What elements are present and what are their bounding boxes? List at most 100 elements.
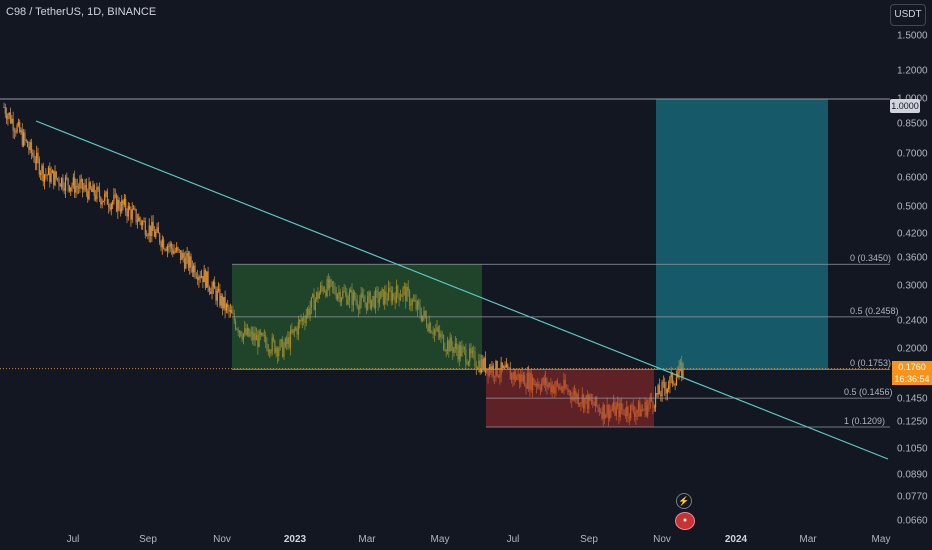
candle-body: [376, 290, 378, 292]
candle-body: [463, 347, 466, 350]
candle-body: [166, 246, 169, 251]
candle-body: [219, 289, 221, 306]
target-zone[interactable]: [656, 99, 828, 370]
lightning-icon[interactable]: ⚡: [676, 493, 692, 509]
candle-body: [357, 306, 360, 310]
candle-body: [435, 329, 437, 331]
candle-body: [412, 299, 415, 301]
candle-body: [320, 285, 322, 293]
candle-body: [296, 328, 298, 335]
candle-body: [177, 247, 179, 250]
candle-body: [225, 304, 228, 311]
symbol-title[interactable]: C98 / TetherUS, 1D, BINANCE: [6, 6, 157, 18]
candle-body: [347, 300, 349, 305]
candle-body: [433, 329, 436, 335]
time-tick: May: [871, 534, 891, 545]
candle-body: [216, 290, 218, 301]
time-tick: Sep: [580, 534, 598, 545]
candle-body: [457, 349, 459, 360]
candle-body: [11, 118, 13, 123]
candle-body: [343, 290, 345, 292]
candle-body: [189, 256, 191, 268]
trendline[interactable]: [35, 120, 889, 460]
candle-body: [507, 364, 509, 368]
candle-body: [301, 318, 303, 322]
candle-body: [168, 246, 170, 247]
candle-body: [292, 329, 294, 333]
candle-body: [111, 201, 114, 204]
candle-body: [122, 200, 124, 205]
candle-body: [425, 316, 428, 327]
candle-body: [197, 277, 199, 281]
candle-body: [143, 221, 145, 222]
candle-body: [151, 221, 153, 237]
candle-body: [134, 208, 136, 210]
candle-body: [64, 177, 67, 191]
price-tick: 0.2000: [897, 343, 928, 355]
candle-body: [310, 297, 313, 308]
candle-body: [321, 285, 323, 288]
candle-body: [424, 310, 426, 317]
candle-body: [355, 299, 357, 301]
candle-body: [325, 290, 327, 296]
candle-body: [306, 308, 309, 316]
candle-body: [101, 201, 103, 205]
candle-body: [72, 177, 74, 186]
candle-body: [346, 292, 348, 305]
candle-body: [262, 333, 264, 336]
candle-body: [215, 288, 217, 301]
candle-body: [33, 155, 35, 162]
candle-body: [200, 275, 203, 278]
candle-body: [285, 338, 288, 344]
price-tick: 0.0660: [897, 515, 928, 527]
price-tick: 0.3600: [897, 252, 928, 264]
candle-body: [454, 343, 456, 348]
candle-body: [411, 299, 413, 306]
candle-body: [30, 142, 33, 153]
candle-body: [170, 243, 173, 249]
candle-body: [666, 388, 668, 394]
candle-body: [661, 382, 663, 396]
candle-body: [249, 333, 251, 337]
candle-body: [186, 253, 188, 257]
candle-body: [278, 349, 280, 357]
candle-body: [109, 207, 111, 210]
candle-body: [47, 167, 50, 176]
candle-body: [37, 152, 39, 159]
candle-body: [508, 367, 510, 369]
candle-body: [368, 292, 370, 297]
candle-body: [466, 364, 468, 365]
fib-level-label: 0.5 (0.1456): [844, 387, 893, 398]
candle-body: [106, 191, 108, 205]
candle-body: [312, 294, 314, 298]
candle-body: [87, 191, 89, 200]
candle-body: [204, 269, 207, 288]
candle-body: [62, 177, 64, 189]
candle-body: [181, 252, 183, 260]
candle-body: [415, 300, 417, 310]
candle-body: [89, 182, 91, 189]
candle-body: [135, 209, 137, 223]
candle-body: [501, 362, 504, 369]
candle-body: [442, 335, 445, 350]
candle-body: [42, 165, 44, 182]
candle-body: [74, 177, 76, 193]
candle-body: [467, 361, 470, 365]
price-tick: 0.4200: [897, 228, 928, 240]
candle-body: [114, 194, 116, 196]
event-marker-icon[interactable]: ●: [675, 512, 695, 530]
currency-button[interactable]: USDT: [890, 4, 926, 26]
candle-body: [429, 323, 432, 333]
candle-body: [338, 291, 340, 295]
candle-body: [405, 286, 407, 302]
current-price-badge: 0.1760 16:36:54: [892, 361, 932, 385]
candle-body: [227, 304, 229, 308]
candle-body: [284, 338, 286, 347]
candle-body: [236, 328, 238, 330]
price-tick: 0.2400: [897, 315, 928, 327]
candle-body: [136, 221, 139, 223]
candle-body: [163, 239, 165, 249]
candle-body: [229, 310, 231, 312]
candle-body: [221, 295, 224, 308]
